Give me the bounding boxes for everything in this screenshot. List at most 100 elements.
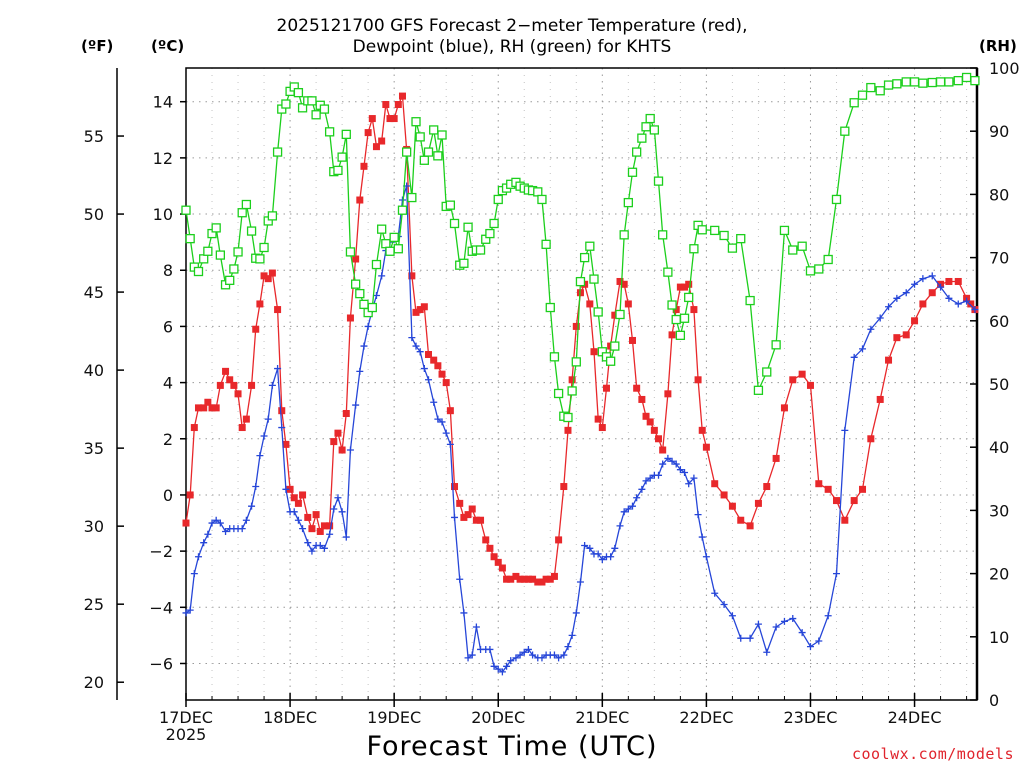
data-point	[268, 269, 276, 277]
data-point	[893, 334, 901, 342]
data-point	[330, 438, 338, 446]
data-point	[797, 241, 807, 251]
data-point	[542, 575, 550, 583]
data-point	[282, 440, 290, 448]
grid-lines	[186, 68, 977, 700]
data-point	[780, 617, 788, 625]
data-point	[624, 505, 632, 513]
data-point	[255, 254, 265, 264]
data-point	[909, 77, 920, 87]
fahrenheit-tick-label: 30	[84, 517, 104, 536]
data-point	[746, 522, 754, 530]
data-point	[468, 505, 476, 513]
data-point	[538, 654, 546, 662]
data-point	[294, 499, 302, 507]
data-point	[850, 497, 858, 505]
data-point	[212, 516, 220, 524]
data-point	[698, 533, 706, 541]
data-point	[824, 612, 832, 620]
data-point	[754, 499, 762, 507]
data-point	[281, 99, 291, 109]
data-point	[226, 376, 234, 384]
data-point	[642, 412, 650, 420]
x-tick-label: 20DEC	[471, 708, 525, 727]
data-point	[438, 418, 446, 426]
data-point	[720, 491, 728, 499]
data-point	[212, 404, 220, 412]
data-point	[468, 651, 476, 659]
data-point	[789, 615, 797, 623]
data-point	[352, 401, 360, 409]
data-point	[737, 634, 745, 642]
data-point	[286, 485, 294, 493]
data-point	[524, 645, 532, 653]
data-point	[274, 365, 282, 373]
data-point	[333, 165, 343, 176]
data-point	[616, 277, 624, 285]
data-point	[901, 77, 911, 87]
data-point	[736, 233, 746, 244]
data-point	[320, 544, 328, 552]
data-point	[850, 353, 858, 361]
data-point	[248, 502, 256, 510]
data-point	[208, 404, 216, 412]
data-point	[694, 511, 702, 519]
data-point	[516, 575, 524, 583]
data-point	[694, 376, 702, 384]
data-point	[216, 381, 224, 389]
data-point	[425, 376, 433, 384]
data-point	[867, 435, 875, 443]
rh-tick-label: 10	[989, 628, 1009, 647]
data-point	[590, 348, 598, 356]
data-point	[602, 384, 610, 392]
data-point	[624, 300, 632, 308]
data-point	[242, 516, 250, 524]
data-point	[633, 494, 641, 502]
data-point	[970, 75, 980, 86]
data-point	[312, 511, 320, 519]
data-point	[954, 300, 962, 308]
data-point	[928, 289, 936, 297]
data-point	[638, 395, 646, 403]
series-rh	[181, 72, 980, 423]
data-point	[567, 386, 577, 396]
data-point	[627, 167, 638, 177]
data-point	[190, 424, 198, 432]
data-point	[690, 306, 698, 314]
series-temperature	[182, 92, 979, 586]
chart-title-line-2: Dewpoint (blue), RH (green) for KHTS	[352, 37, 672, 57]
data-point	[445, 200, 456, 210]
data-point	[282, 485, 290, 493]
data-point	[371, 259, 382, 270]
data-point	[190, 570, 198, 578]
x-tick-label: 21DEC	[575, 708, 629, 727]
data-point	[841, 426, 849, 434]
data-point	[475, 245, 486, 255]
data-point	[806, 381, 814, 389]
data-point	[568, 631, 576, 639]
data-point	[876, 395, 884, 403]
data-point	[234, 390, 242, 398]
x-axis-title: Forecast Time (UTC)	[366, 731, 658, 762]
data-point	[911, 280, 919, 288]
data-point	[545, 302, 555, 313]
data-point	[937, 283, 945, 291]
data-point	[194, 553, 202, 561]
source-credit: coolwx.com/models	[851, 745, 1014, 763]
data-point	[493, 194, 503, 205]
data-point	[316, 542, 324, 550]
data-point	[684, 292, 694, 303]
data-point	[711, 480, 719, 488]
data-point	[564, 643, 572, 651]
data-point	[420, 303, 428, 311]
data-point	[641, 122, 651, 132]
data-point	[538, 578, 546, 586]
data-point	[326, 522, 334, 530]
data-point	[459, 258, 469, 268]
data-point	[494, 665, 502, 673]
data-point	[945, 277, 953, 285]
data-point	[815, 637, 823, 645]
data-point	[893, 294, 901, 302]
data-point	[935, 77, 946, 87]
